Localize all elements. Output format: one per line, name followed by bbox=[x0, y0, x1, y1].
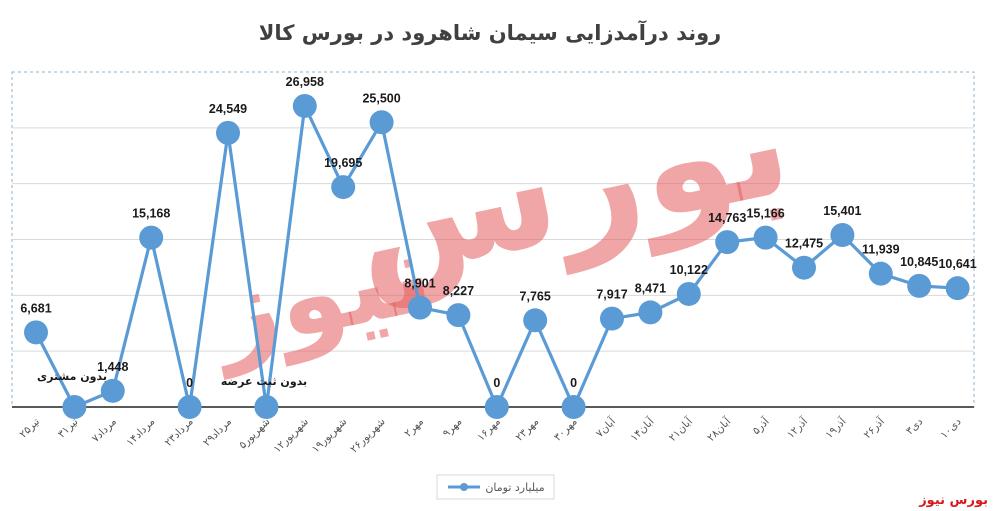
data-point bbox=[24, 320, 48, 345]
data-point bbox=[369, 110, 394, 135]
chart-title: روند درآمدزایی سیمان شاهرود در بورس کالا bbox=[259, 20, 721, 45]
data-label: 8,901 bbox=[404, 277, 435, 291]
x-tick-label: ۱۰دی bbox=[938, 415, 964, 441]
data-label: 6,681 bbox=[20, 301, 51, 315]
data-label: 11,939 bbox=[862, 243, 900, 257]
data-label: 14,763 bbox=[708, 211, 746, 225]
data-label: 12,475 bbox=[785, 237, 823, 251]
x-tick-label: ۳۰مهر bbox=[552, 416, 580, 444]
data-point bbox=[177, 395, 202, 419]
data-label: 15,166 bbox=[746, 207, 784, 221]
data-label: 1,448 bbox=[97, 360, 128, 374]
x-tick-label: ۱۹شهریور bbox=[310, 416, 350, 456]
x-tick-label: ۱۶مهر bbox=[475, 416, 503, 444]
data-label: 24,549 bbox=[209, 102, 247, 116]
x-tick-label: ۲۳مهر bbox=[513, 416, 541, 444]
x-tick-label: ۲۶آذر bbox=[861, 414, 888, 441]
x-tick-label: ۳دی bbox=[904, 415, 926, 437]
x-tick-label: ۲۳مرداد bbox=[163, 416, 196, 449]
data-point bbox=[830, 223, 855, 248]
data-point bbox=[408, 295, 432, 320]
data-label: 10,641 bbox=[938, 257, 976, 271]
x-tick-label: ۵آذر bbox=[750, 414, 773, 437]
data-point bbox=[638, 300, 663, 325]
x-tick-label: ۷آبان bbox=[593, 414, 619, 440]
data-labels: 6,681 1,448 15,168 0 24,549 26,958 19,695 25,50… bbox=[20, 75, 976, 390]
data-label: 15,168 bbox=[132, 207, 170, 221]
data-point bbox=[254, 395, 279, 419]
legend-swatch-marker bbox=[460, 483, 468, 491]
legend-label: میلیارد تومان bbox=[485, 481, 544, 494]
x-tick-label: ۵شهریور bbox=[237, 416, 273, 452]
x-tick-label: ۳۱تیر bbox=[56, 416, 81, 441]
data-label: 26,958 bbox=[286, 75, 324, 89]
data-point bbox=[523, 308, 548, 333]
x-tick-label: ۱۹آذر bbox=[822, 414, 849, 441]
data-label: 0 bbox=[186, 376, 193, 390]
data-point bbox=[139, 225, 164, 250]
data-label: 7,917 bbox=[596, 288, 627, 302]
data-point bbox=[715, 230, 740, 255]
x-tick-label: ۱۴مرداد bbox=[124, 416, 157, 449]
annotation-no-buyer: بدون مشتری bbox=[37, 370, 107, 383]
data-point bbox=[484, 395, 509, 419]
data-point bbox=[100, 378, 125, 403]
data-point bbox=[907, 273, 932, 298]
x-tick-labels: ۲۵تیر ۳۱تیر ۷مرداد ۱۴مرداد ۲۳مرداد ۲۹مرداد۵شه… bbox=[17, 414, 964, 455]
data-point bbox=[292, 93, 317, 118]
x-tick-label: ۲۱آبان bbox=[666, 414, 696, 444]
data-point bbox=[676, 281, 701, 306]
data-point bbox=[62, 395, 87, 419]
data-label: 7,765 bbox=[520, 289, 551, 303]
data-point bbox=[945, 276, 970, 301]
data-label: 0 bbox=[493, 376, 500, 390]
data-label: 8,471 bbox=[635, 281, 666, 295]
annotation-no-offer: بدون ثبت عرضه bbox=[221, 375, 307, 388]
data-label: 19,695 bbox=[324, 156, 362, 170]
data-point bbox=[753, 225, 778, 250]
x-tick-label: ۱۲آذر bbox=[784, 414, 811, 441]
series-layer bbox=[24, 93, 970, 419]
data-label: 8,227 bbox=[443, 284, 474, 298]
data-point bbox=[331, 175, 356, 200]
x-tick-label: ۲۵تیر bbox=[17, 416, 42, 441]
x-tick-label: ۲۹مرداد bbox=[201, 416, 234, 449]
legend: میلیارد تومان bbox=[436, 474, 555, 500]
data-point bbox=[446, 303, 471, 328]
gridlines bbox=[12, 127, 974, 352]
data-point bbox=[792, 255, 816, 280]
data-point bbox=[561, 395, 586, 419]
x-tick-label: ۹مهر bbox=[441, 416, 465, 440]
x-tick-label: ۲۶شهریور bbox=[348, 416, 388, 456]
data-point bbox=[216, 120, 240, 145]
x-tick-label: ۲مهر bbox=[402, 416, 426, 440]
data-label: 25,500 bbox=[362, 91, 400, 105]
x-tick-label: ۷مرداد bbox=[90, 416, 119, 445]
data-label: 0 bbox=[570, 376, 577, 390]
data-point bbox=[600, 306, 624, 331]
data-label: 10,122 bbox=[670, 263, 708, 277]
data-point bbox=[868, 261, 893, 286]
brand-label: بورس نیوز bbox=[918, 493, 988, 508]
x-tick-label: ۲۸آبان bbox=[704, 414, 734, 444]
data-label: 10,845 bbox=[900, 255, 938, 269]
data-label: 15,401 bbox=[823, 204, 861, 218]
x-tick-label: ۱۴آبان bbox=[628, 414, 658, 444]
x-tick-label: ۱۲شهریور bbox=[271, 416, 311, 456]
